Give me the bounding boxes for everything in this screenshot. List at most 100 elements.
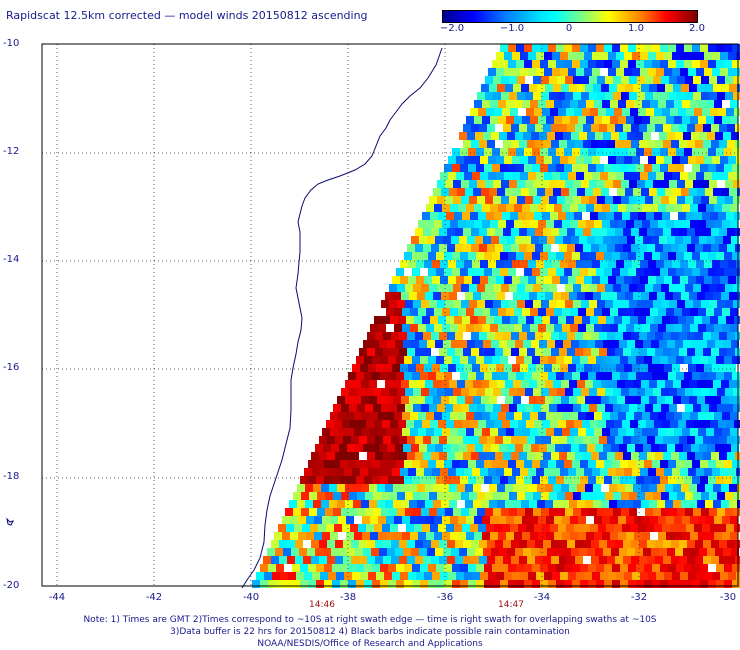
swath-cell bbox=[688, 52, 696, 60]
swath-cell bbox=[456, 276, 464, 284]
swath-cell bbox=[480, 156, 488, 164]
swath-cell bbox=[593, 84, 601, 92]
swath-cell bbox=[642, 516, 650, 524]
swath-cell bbox=[539, 548, 547, 556]
swath-cell bbox=[434, 324, 442, 332]
swath-cell bbox=[727, 228, 735, 236]
swath-cell bbox=[683, 444, 691, 452]
swath-cell bbox=[733, 284, 740, 292]
swath-cell bbox=[372, 580, 380, 588]
swath-cell bbox=[536, 172, 544, 180]
swath-cell bbox=[320, 468, 328, 476]
swath-cell bbox=[378, 412, 386, 420]
swath-cell bbox=[352, 468, 360, 476]
swath-cell bbox=[287, 556, 295, 564]
swath-cell bbox=[662, 108, 670, 116]
swath-cell bbox=[620, 252, 628, 260]
swath-cell bbox=[398, 420, 406, 428]
swath-cell bbox=[698, 116, 706, 124]
swath-cell bbox=[439, 540, 447, 548]
swath-cell bbox=[654, 316, 662, 324]
swath-cell bbox=[523, 340, 531, 348]
swath-cell bbox=[574, 212, 582, 220]
swath-cell bbox=[632, 364, 640, 372]
swath-cell bbox=[521, 292, 529, 300]
swath-cell bbox=[460, 580, 468, 588]
swath-cell bbox=[656, 468, 664, 476]
swath-cell bbox=[605, 508, 613, 516]
swath-cell bbox=[525, 76, 533, 84]
swath-cell bbox=[370, 428, 378, 436]
swath-cell bbox=[680, 156, 688, 164]
swath-cell bbox=[634, 428, 642, 436]
swath-cell bbox=[525, 388, 533, 396]
swath-cell bbox=[645, 196, 653, 204]
swath-cell bbox=[705, 484, 713, 492]
swath-cell bbox=[583, 556, 591, 564]
swath-cell bbox=[602, 116, 610, 124]
swath-cell bbox=[692, 268, 700, 276]
swath-cell bbox=[730, 220, 738, 228]
swath-cell bbox=[591, 228, 599, 236]
swath-cell bbox=[680, 276, 688, 284]
swath-cell bbox=[624, 156, 632, 164]
swath-cell bbox=[585, 188, 593, 196]
swath-cell bbox=[504, 276, 512, 284]
swath-cell bbox=[588, 148, 596, 156]
lat-label: -12 bbox=[3, 146, 20, 157]
swath-cell bbox=[701, 196, 709, 204]
swath-cell bbox=[514, 428, 522, 436]
swath-cell bbox=[461, 492, 469, 500]
swath-cell bbox=[686, 316, 694, 324]
swath-cell bbox=[720, 260, 728, 268]
swath-cell bbox=[356, 476, 364, 484]
swath-cell bbox=[545, 188, 553, 196]
swath-cell bbox=[274, 532, 282, 540]
swath-cell bbox=[565, 492, 573, 500]
swath-cell bbox=[445, 388, 453, 396]
swath-cell bbox=[272, 572, 280, 580]
swath-cell bbox=[662, 420, 670, 428]
swath-cell bbox=[524, 44, 532, 52]
swath-cell bbox=[550, 316, 558, 324]
swath-cell bbox=[668, 164, 676, 172]
swath-cell bbox=[485, 404, 493, 412]
swath-cell bbox=[433, 380, 441, 388]
swath-cell bbox=[389, 404, 397, 412]
swath-cell bbox=[558, 524, 566, 532]
swath-cell bbox=[500, 460, 508, 468]
swath-cell bbox=[445, 492, 453, 500]
swath-cell bbox=[455, 348, 463, 356]
swath-cell bbox=[401, 500, 409, 508]
swath-cell bbox=[583, 140, 591, 148]
swath-cell bbox=[275, 548, 283, 556]
swath-cell bbox=[721, 500, 729, 508]
swath-cell bbox=[655, 228, 663, 236]
swath-cell bbox=[415, 228, 423, 236]
swath-cell bbox=[606, 212, 614, 220]
swath-cell bbox=[654, 212, 662, 220]
swath-cell bbox=[478, 212, 486, 220]
swath-cell bbox=[687, 540, 695, 548]
swath-cell bbox=[674, 428, 682, 436]
swath-cell bbox=[500, 164, 508, 172]
swath-cell bbox=[608, 52, 616, 60]
swath-cell bbox=[528, 572, 536, 580]
swath-cell bbox=[485, 492, 493, 500]
swath-cell bbox=[382, 316, 390, 324]
swath-cell bbox=[618, 220, 626, 228]
swath-cell bbox=[458, 532, 466, 540]
swath-cell bbox=[465, 396, 473, 404]
swath-cell bbox=[372, 372, 380, 380]
swath-cell bbox=[512, 52, 520, 60]
swath-cell bbox=[391, 540, 399, 548]
swath-cell bbox=[474, 116, 482, 124]
swath-cell bbox=[367, 540, 375, 548]
swath-cell bbox=[496, 156, 504, 164]
swath-cell bbox=[669, 92, 677, 100]
swath-cell bbox=[711, 348, 719, 356]
swath-cell bbox=[701, 300, 709, 308]
swath-cell bbox=[578, 308, 586, 316]
swath-cell bbox=[479, 124, 487, 132]
swath-cell bbox=[493, 284, 501, 292]
